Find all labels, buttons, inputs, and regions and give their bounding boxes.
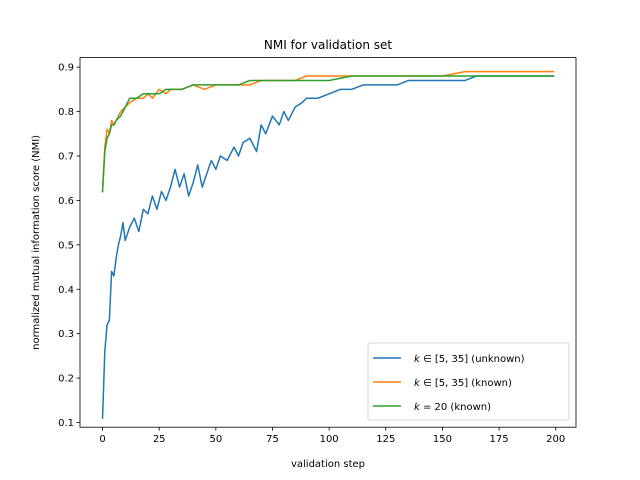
- y-tick-label-7: 0.8: [58, 107, 74, 118]
- series-line-0: [101, 75, 555, 419]
- legend-label-1: k ∈ [5, 35] (known): [414, 378, 512, 389]
- x-tick-label-1: 25: [153, 434, 166, 445]
- x-tick-label-7: 175: [490, 434, 509, 445]
- y-tick-label-5: 0.6: [58, 196, 74, 207]
- x-tick-label-0: 0: [99, 434, 105, 445]
- y-tick-label-2: 0.3: [58, 329, 74, 340]
- x-tick-label-3: 75: [266, 434, 279, 445]
- y-tick-label-3: 0.4: [58, 285, 74, 296]
- y-axis-title: normalized mutual information score (NMI…: [31, 135, 42, 350]
- legend-label-0: k ∈ [5, 35] (unknown): [414, 354, 525, 365]
- y-tick-label-4: 0.5: [58, 240, 74, 251]
- chart-title: NMI for validation set: [264, 38, 393, 52]
- x-tick-label-8: 200: [546, 434, 565, 445]
- legend-label-2: k = 20 (known): [414, 402, 491, 413]
- ticks-layer: 0 25 50 75 100 125 150 175 200 0.1 0.2 0.3 0.4 0.5 0.6…: [58, 63, 565, 446]
- x-axis-title: validation step: [291, 459, 365, 470]
- series-layer: [101, 70, 555, 419]
- y-tick-label-8: 0.9: [58, 63, 74, 74]
- x-tick-label-5: 125: [376, 434, 395, 445]
- y-tick-label-1: 0.2: [58, 374, 74, 385]
- plot-frame: [79, 57, 577, 428]
- x-tick-label-6: 150: [433, 434, 452, 445]
- legend: k ∈ [5, 35] (unknown) k ∈ [5, 35] (known)…: [367, 342, 570, 421]
- legend-entries: k ∈ [5, 35] (unknown) k ∈ [5, 35] (known)…: [373, 354, 525, 413]
- x-tick-label-4: 100: [320, 434, 339, 445]
- series-line-2: [101, 75, 555, 193]
- y-tick-label-6: 0.7: [58, 151, 74, 162]
- legend-frame: [367, 342, 570, 421]
- x-tick-label-2: 50: [209, 434, 222, 445]
- y-tick-label-0: 0.1: [58, 418, 74, 429]
